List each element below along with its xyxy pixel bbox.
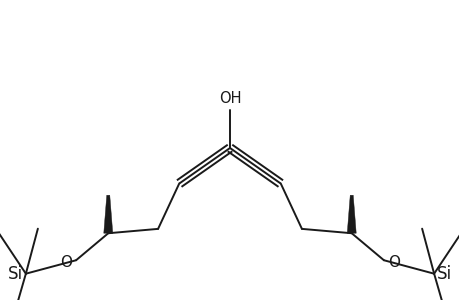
Text: O: O (60, 255, 72, 270)
Text: OH: OH (218, 91, 241, 106)
Text: O: O (387, 255, 399, 270)
Polygon shape (104, 195, 112, 233)
Polygon shape (347, 195, 355, 233)
Text: Si: Si (436, 265, 451, 283)
Text: Si: Si (8, 265, 23, 283)
